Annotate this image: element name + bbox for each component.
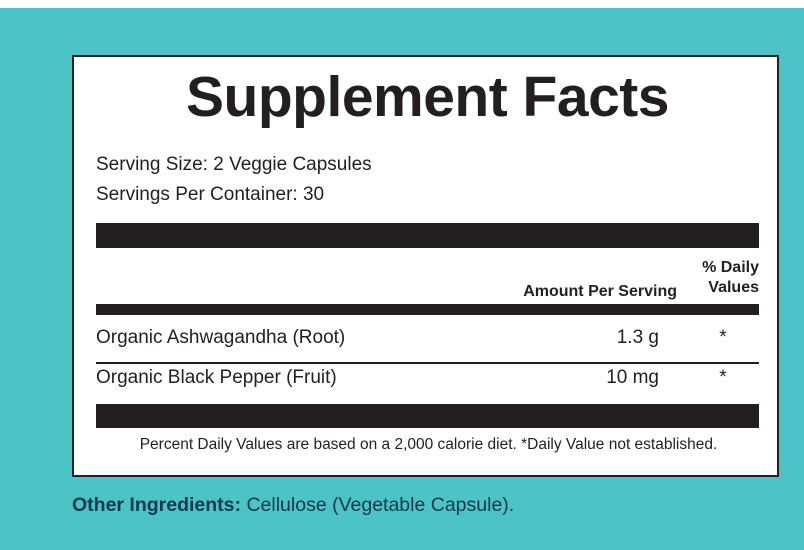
servings-per-container-text: Servings Per Container: 30 <box>96 184 325 205</box>
row-divider <box>96 362 759 364</box>
rule-thick-bottom <box>96 404 759 428</box>
rule-thick-top <box>96 223 759 248</box>
daily-value-footnote: Percent Daily Values are based on a 2,00… <box>139 436 718 453</box>
ingredient-amount: 10 mg <box>606 367 659 388</box>
rule-thin-under-headers <box>96 304 759 315</box>
other-ingredients-label: Other Ingredients: <box>72 494 242 516</box>
ingredient-daily-value: * <box>719 367 727 388</box>
serving-size-text: Serving Size: 2 Veggie Capsules <box>96 154 372 175</box>
supplement-facts-content: Supplement Facts Serving Size: 2 Veggie … <box>94 57 761 475</box>
daily-values-header-line2: Values <box>708 278 759 296</box>
ingredient-name: Organic Ashwagandha (Root) <box>96 327 346 348</box>
table-row: Organic Ashwagandha (Root) 1.3 g * <box>96 324 759 362</box>
other-ingredients-line: Other Ingredients: Cellulose (Vegetable … <box>72 494 514 517</box>
daily-values-header: % Daily Values <box>702 258 759 297</box>
amount-per-serving-header: Amount Per Serving <box>523 283 677 300</box>
ingredient-name: Organic Black Pepper (Fruit) <box>96 367 337 388</box>
table-row: Organic Black Pepper (Fruit) 10 mg * <box>96 364 759 402</box>
other-ingredients-value: Cellulose (Vegetable Capsule). <box>246 494 515 516</box>
ingredient-amount: 1.3 g <box>616 327 659 348</box>
supplement-facts-panel: Supplement Facts Serving Size: 2 Veggie … <box>72 55 779 477</box>
ingredient-daily-value: * <box>719 327 727 348</box>
daily-values-header-line1: % Daily <box>702 259 759 276</box>
page-title: Supplement Facts <box>186 65 669 129</box>
